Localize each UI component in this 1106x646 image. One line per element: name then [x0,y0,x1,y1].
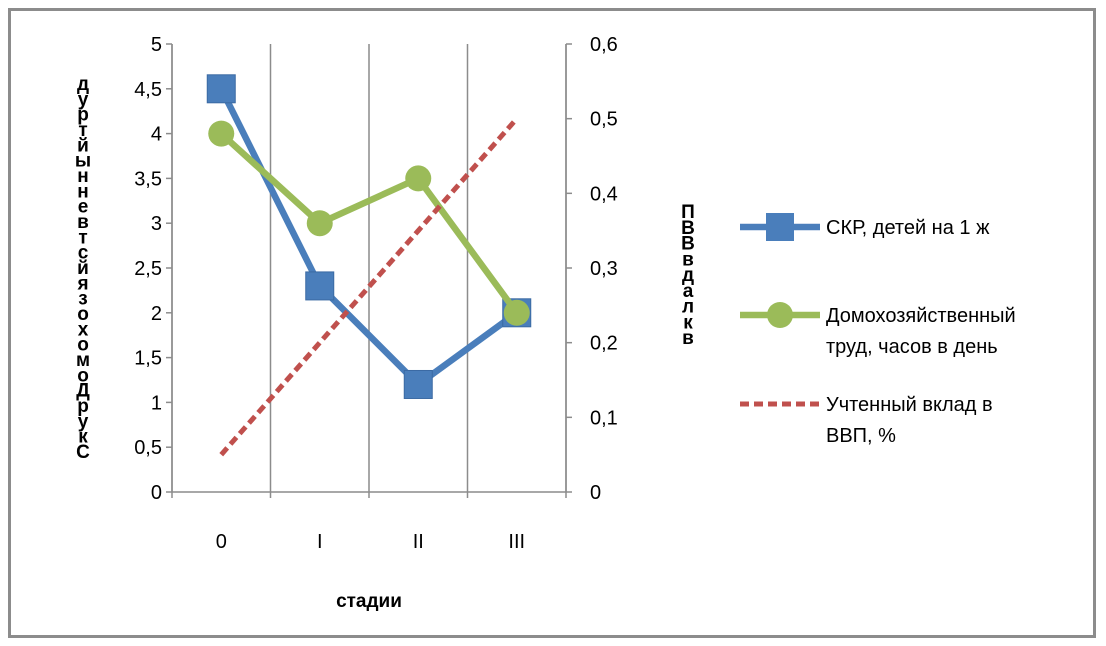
y-left-axis-title-letter: е [78,197,89,218]
data-point-series-2 [208,120,235,147]
y-left-tick-label: 1 [151,392,162,414]
legend-label-3: Учтенный вклад в [826,394,993,416]
y-left-tick-label: 3 [151,213,162,235]
y-right-axis-title-letter: В [681,234,695,255]
y-left-axis-title-letter: н [77,181,88,202]
y-left-tick-label: 0 [151,482,162,504]
y-right-axis-title-letter: в [682,249,694,270]
y-right-axis-title-letter: к [683,312,693,333]
x-tick-label: 0 [216,531,227,553]
data-point-series-1 [206,74,236,104]
y-left-tick-label: 3,5 [134,168,162,190]
y-right-tick-label: 0,5 [590,109,618,131]
legend-label-3: ВВП, % [826,425,896,447]
y-left-axis-title-letter: о [77,304,89,325]
legend-marker-circle [767,302,793,328]
y-left-axis-title-letter: с [78,243,89,264]
y-left-axis-title-letter: у [78,89,89,110]
y-left-axis-title-letter: у [78,411,89,432]
y-right-axis-title-letter: в [682,328,694,349]
data-point-series-2 [503,299,530,326]
y-right-tick-label: 0,2 [590,333,618,355]
y-left-axis-title-letter: м [76,350,90,371]
legend-label-1: СКР, детей на 1 ж [826,217,990,239]
y-left-axis-title-letter: д [77,74,89,95]
y-left-axis-title-letter: о [77,335,89,356]
y-left-tick-label: 4,5 [134,79,162,101]
y-left-tick-label: 0,5 [134,437,162,459]
y-right-tick-label: 0,1 [590,407,618,429]
legend-marker-square [766,213,794,241]
y-left-axis-title-letter: о [77,365,89,386]
series-line-3 [219,117,519,457]
y-left-tick-label: 4 [151,124,162,146]
y-right-tick-label: 0,6 [590,34,618,56]
y-right-tick-label: 0 [590,482,601,504]
y-left-axis-title-letter: н [77,166,88,187]
y-left-axis-title-letter: к [78,427,88,448]
y-left-axis-title-letter: т [78,227,87,248]
chart-frame [8,8,1096,638]
y-left-axis-title-letter: в [77,212,89,233]
y-left-axis-title-letter: С [76,442,90,463]
y-right-axis-title-letter: В [681,218,695,239]
series-line-1 [218,87,519,388]
y-left-axis-title-letter: р [77,105,89,126]
y-right-axis-title-letter: д [682,265,694,286]
y-right-axis-title-letter: л [682,297,694,318]
y-left-axis-title-letter: р [77,396,89,417]
y-right-axis-title-letter: П [681,202,695,223]
x-tick-label: I [317,531,323,553]
data-point-series-2 [405,165,432,192]
y-right-axis-title-letter: а [683,281,694,302]
x-tick-label: III [508,531,525,553]
legend-label-2: труд, часов в день [826,336,998,358]
series-line-2 [219,131,520,315]
data-point-series-2 [306,210,333,237]
y-right-tick-label: 0,3 [590,258,618,280]
y-left-tick-label: 2 [151,303,162,325]
y-left-axis-title-letter: ы [75,151,91,172]
y-left-axis-title-letter: з [78,289,87,310]
y-left-axis-title-letter: т [78,120,87,141]
legend-label-2: Домохозяйственный [826,305,1016,327]
y-left-axis-title-letter: й [77,135,89,156]
data-point-series-1 [403,369,433,399]
y-left-axis-title-letter: й [77,258,89,279]
x-tick-label: II [413,531,424,553]
y-left-axis-title-letter: Д [76,381,90,402]
y-right-tick-label: 0,4 [590,183,618,205]
y-left-axis-title-letter: я [76,273,88,294]
y-left-tick-label: 5 [151,34,162,56]
y-left-tick-label: 2,5 [134,258,162,280]
y-left-tick-label: 1,5 [134,348,162,370]
data-point-series-1 [305,271,335,301]
y-left-axis-title-letter: х [78,319,89,340]
x-axis-title: стадии [336,591,402,612]
